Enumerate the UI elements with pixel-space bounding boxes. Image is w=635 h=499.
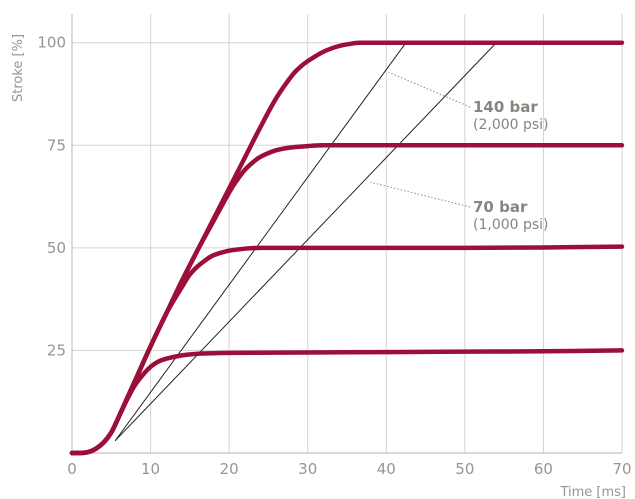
reference-lines [114,42,497,442]
stroke-curves [69,40,625,456]
x-tick-label: 40 [377,460,396,478]
x-tick-label: 60 [534,460,553,478]
y-tick-label: 75 [47,136,66,154]
stroke-curve-3 [69,142,625,456]
annotation-pressure-psi: (2,000 psi) [473,117,549,133]
x-tick-label: 0 [67,460,77,478]
x-tick-label: 70 [612,460,631,478]
annotation-leader-1 [388,71,471,108]
annotation-leader-2 [370,181,471,208]
y-tick-label: 100 [37,34,66,52]
tick-labels: 0 10 20 30 40 50 60 70 25 50 75 100 [37,34,631,478]
annotation-pressure-bar: 70 bar [473,198,528,216]
x-tick-label: 10 [141,460,160,478]
y-axis-label: Stroke [%] [11,34,26,102]
annotation-pressure-bar: 140 bar [473,98,538,116]
reference-line-2 [114,42,497,442]
reference-line-1 [114,42,407,441]
y-tick-label: 50 [47,239,66,257]
pressure-annotations: 140 bar(2,000 psi) 70 bar(1,000 psi) [370,71,549,233]
stroke-curve-1 [69,348,625,456]
annotation-pressure-psi: (1,000 psi) [473,217,549,233]
stroke-curve-4 [69,40,625,456]
axes [71,14,622,454]
x-tick-label: 30 [298,460,317,478]
x-tick-label: 50 [455,460,474,478]
x-tick-label: 20 [220,460,239,478]
y-tick-label: 25 [47,341,66,359]
x-axis-label: Time [ms] [559,485,626,499]
